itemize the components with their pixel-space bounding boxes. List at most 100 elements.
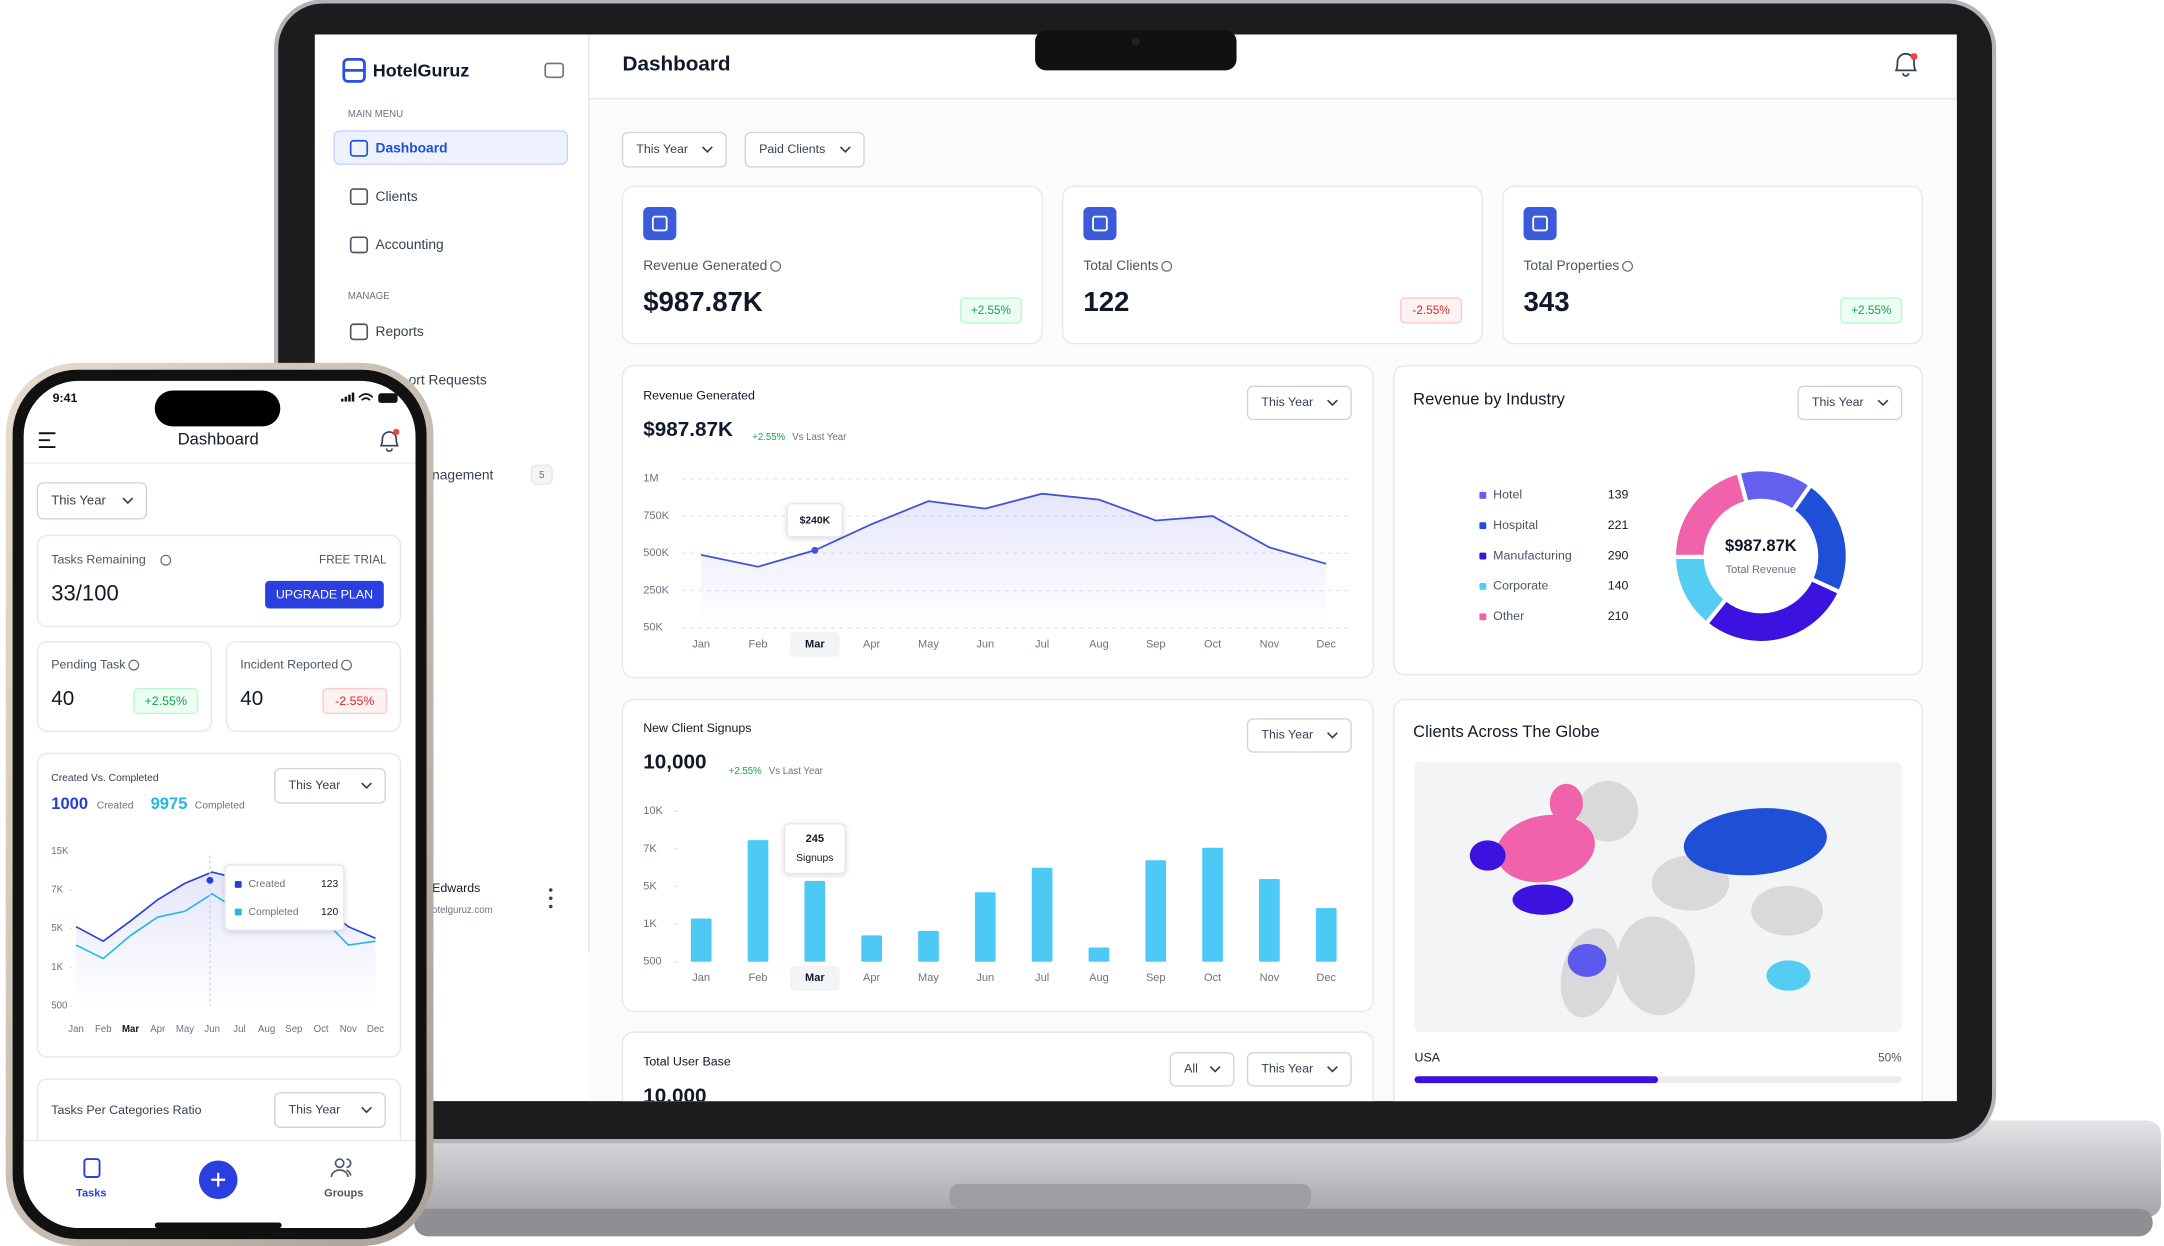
legend-swatch [1479,491,1487,499]
legend-swatch [234,908,242,916]
x-tick-label: Nov [1260,972,1280,984]
legend-label: Manufacturing [1493,548,1572,562]
x-tick-label: Apr [150,1024,166,1035]
menu-item[interactable]: ort Requests [409,372,487,387]
x-tick-label: Mar [805,638,825,650]
point [206,876,214,884]
upgrade-button-label: UPGRADE PLAN [276,588,373,602]
battery-icon [378,393,398,403]
x-tick-label: Dec [367,1024,384,1035]
bar [1145,860,1167,962]
menu-icon [349,139,369,157]
kpi-value: 343 [1524,286,1570,317]
tooltip-label: $240K [800,516,831,527]
menu-badge-label: 5 [539,470,544,481]
tooltip-label: Created [249,879,286,890]
bell-icon[interactable] [379,431,399,452]
chevron-icon [122,497,134,505]
legend-label: Other [1493,609,1524,623]
share-label: 50% [1878,1051,1901,1064]
user-name: Edwards [432,881,480,895]
info-icon [341,659,352,671]
donut-center-label: Total Revenue [1726,564,1796,576]
change-note: Vs Last Year [769,766,824,777]
dropdown-label: This Year [289,778,341,792]
legend-label: Completed [195,801,245,812]
change-label: +2.55% [752,432,785,443]
x-tick-label: Oct [1204,638,1221,650]
x-tick-label: Aug [1089,972,1109,984]
change-badge [322,687,388,715]
laptop-base-edge [414,1208,2153,1237]
x-tick-label: Feb [95,1024,112,1035]
upgrade-button[interactable] [265,580,384,609]
bar [1259,879,1280,962]
dropdown-label: Paid Clients [759,142,825,156]
menu-item[interactable]: Dashboard [376,141,448,156]
chevron-icon [361,782,372,790]
y-tick-label: 500 [51,1000,67,1011]
signal-icon [348,394,351,402]
change-label: +2.55% [1851,304,1891,317]
dropdown-label: This Year [1261,728,1313,742]
groups-icon [330,1158,352,1178]
dropdown [274,767,386,804]
card-title: Revenue by Industry [1413,390,1565,409]
change-label: +2.55% [971,304,1011,317]
collapse-icon[interactable] [544,62,565,79]
info-icon [128,659,140,671]
dropdown-label: This Year [636,142,688,156]
x-tick-label: Apr [863,972,880,984]
legend-label: Created [97,801,134,812]
tooltip [786,502,844,538]
dynamic-island [154,390,281,427]
x-tick-label: Nov [340,1024,357,1035]
menu-item[interactable]: Clients [376,189,418,204]
map-region [1617,916,1696,1016]
x-tick-label: Dec [1316,638,1336,650]
menu-item[interactable]: Accounting [376,237,444,252]
x-tick-label: Jul [233,1024,245,1035]
legend-swatch [1479,552,1487,560]
map-region [1751,885,1823,936]
y-tick-label: 15K [51,846,69,857]
chevron-icon [1327,399,1338,407]
x-tick-label: Dec [1316,972,1336,984]
map-region [1549,783,1583,823]
y-tick-label: 7K [643,843,657,855]
y-tick-label: 1K [643,918,657,930]
change-label: -2.55% [335,694,374,708]
home-indicator [154,1222,282,1229]
series-total: 9975 [151,794,188,813]
legend-value: 221 [1608,518,1629,532]
dropdown [274,1092,386,1129]
x-tick-label: Jan [68,1024,84,1035]
menu-heading: MAIN MENU [348,109,403,120]
tooltip-value: 120 [321,907,338,918]
card-title: Clients Across The Globe [1413,722,1599,741]
menu-icon [349,188,369,206]
dropdown [36,482,148,520]
progress-fill [1414,1076,1659,1084]
info-icon [1161,260,1173,272]
x-tick-label: Sep [285,1024,302,1035]
donut-center-value: $987.87K [1725,536,1797,555]
change-badge [1400,297,1463,324]
bar [861,935,882,962]
dropdown-label: This Year [1812,395,1864,409]
menu-item[interactable]: Reports [376,324,424,339]
chevron-icon [1877,399,1889,407]
tab-label[interactable]: Tasks [76,1187,106,1199]
x-tick-label: Oct [1204,972,1221,984]
kpi-label: Total Clients [1083,258,1158,273]
y-tick-label: 1M [643,473,658,485]
tab-label[interactable]: Groups [324,1187,363,1199]
x-tick-label: Apr [863,638,880,650]
card-title: Total User Base [643,1055,731,1069]
menu-item[interactable]: nagement [432,468,493,483]
dropdown [744,131,865,168]
bell-icon[interactable] [1894,53,1917,77]
card-title: New Client Signups [643,721,751,735]
kpi-label: Total Properties [1524,258,1620,273]
